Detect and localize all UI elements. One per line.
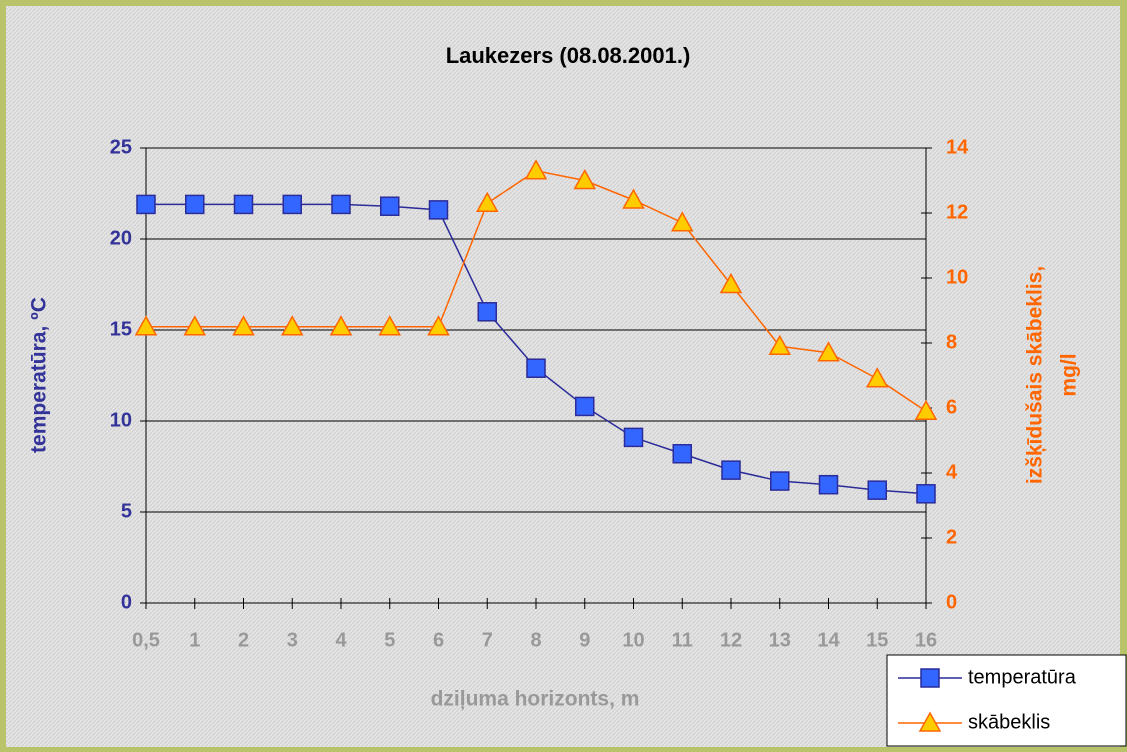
data-point [721,460,741,480]
y2-tick-label: 12 [946,201,968,223]
data-point [233,194,254,215]
legend-label: temperatūra [968,666,1077,688]
x-tick-label: 13 [769,629,791,651]
y-tick-label: 20 [110,227,132,249]
x-tick-label: 6 [433,629,444,651]
y2-tick-label: 8 [946,331,957,353]
data-point [329,315,353,336]
data-point [331,194,351,215]
data-point [916,484,936,504]
y2-tick-label: 4 [946,461,958,483]
data-point [623,427,644,448]
data-point [477,302,497,322]
legend: temperatūra skābeklis [886,654,1127,747]
data-point [378,315,402,336]
y2-tick-label: 0 [946,591,957,613]
data-point [670,211,694,232]
x-tick-label: 8 [530,629,541,651]
data-point [427,315,450,336]
x-tick-label: 2 [238,629,249,651]
data-point [575,396,595,417]
x-tick-label: 3 [287,629,298,651]
y2-axis-label: izšķīdušais skābeklis, [1024,266,1047,484]
data-point [867,480,887,500]
data-point [183,315,207,336]
x-tick-label: 14 [817,629,840,651]
x-tick-label: 9 [579,629,590,651]
y2-tick-label: 10 [946,266,968,288]
x-tick-label: 12 [720,629,742,651]
data-point [770,471,790,491]
x-tick-label: 0,5 [132,629,160,651]
data-point [524,159,548,180]
chart-panel [6,6,1120,747]
data-point [185,194,205,215]
legend-marker [920,668,940,688]
y-tick-label: 5 [121,500,132,522]
data-point [380,196,400,216]
data-point [280,315,304,336]
data-point [475,191,499,212]
y2-tick-label: 2 [946,526,957,548]
y-tick-label: 0 [121,591,132,613]
x-tick-label: 7 [482,629,493,651]
data-point [865,367,889,388]
x-tick-label: 10 [622,629,644,651]
data-point [768,334,792,355]
x-tick-label: 16 [915,629,937,651]
x-axis-label: dziļuma horizonts, m [431,688,640,711]
data-point [817,341,840,362]
chart-title: Laukezers (08.08.2001.) [446,43,691,68]
data-point [232,315,255,336]
data-point [282,194,302,215]
data-point [428,200,449,220]
data-point [672,444,692,464]
data-point [136,194,156,215]
legend-marker [918,711,942,732]
data-point [914,399,938,420]
data-point [818,474,839,495]
data-point [622,188,645,209]
data-point [719,272,743,294]
y2-axis-label: mg/l [1058,353,1081,396]
x-tick-label: 4 [335,629,347,651]
x-tick-label: 5 [384,629,395,651]
data-point [134,315,158,336]
x-tick-label: 15 [866,629,888,651]
legend-label: skābeklis [968,711,1050,733]
y-tick-label: 15 [110,318,132,340]
data-point [526,358,546,378]
y2-tick-label: 14 [946,136,969,158]
data-point [573,168,597,190]
x-tick-label: 11 [672,629,693,651]
x-tick-label: 1 [189,629,200,651]
y-axis-label: temperatūra, ºC [28,297,51,453]
y-tick-label: 10 [110,409,132,431]
y2-tick-label: 6 [946,396,957,418]
y-tick-label: 25 [110,136,132,158]
